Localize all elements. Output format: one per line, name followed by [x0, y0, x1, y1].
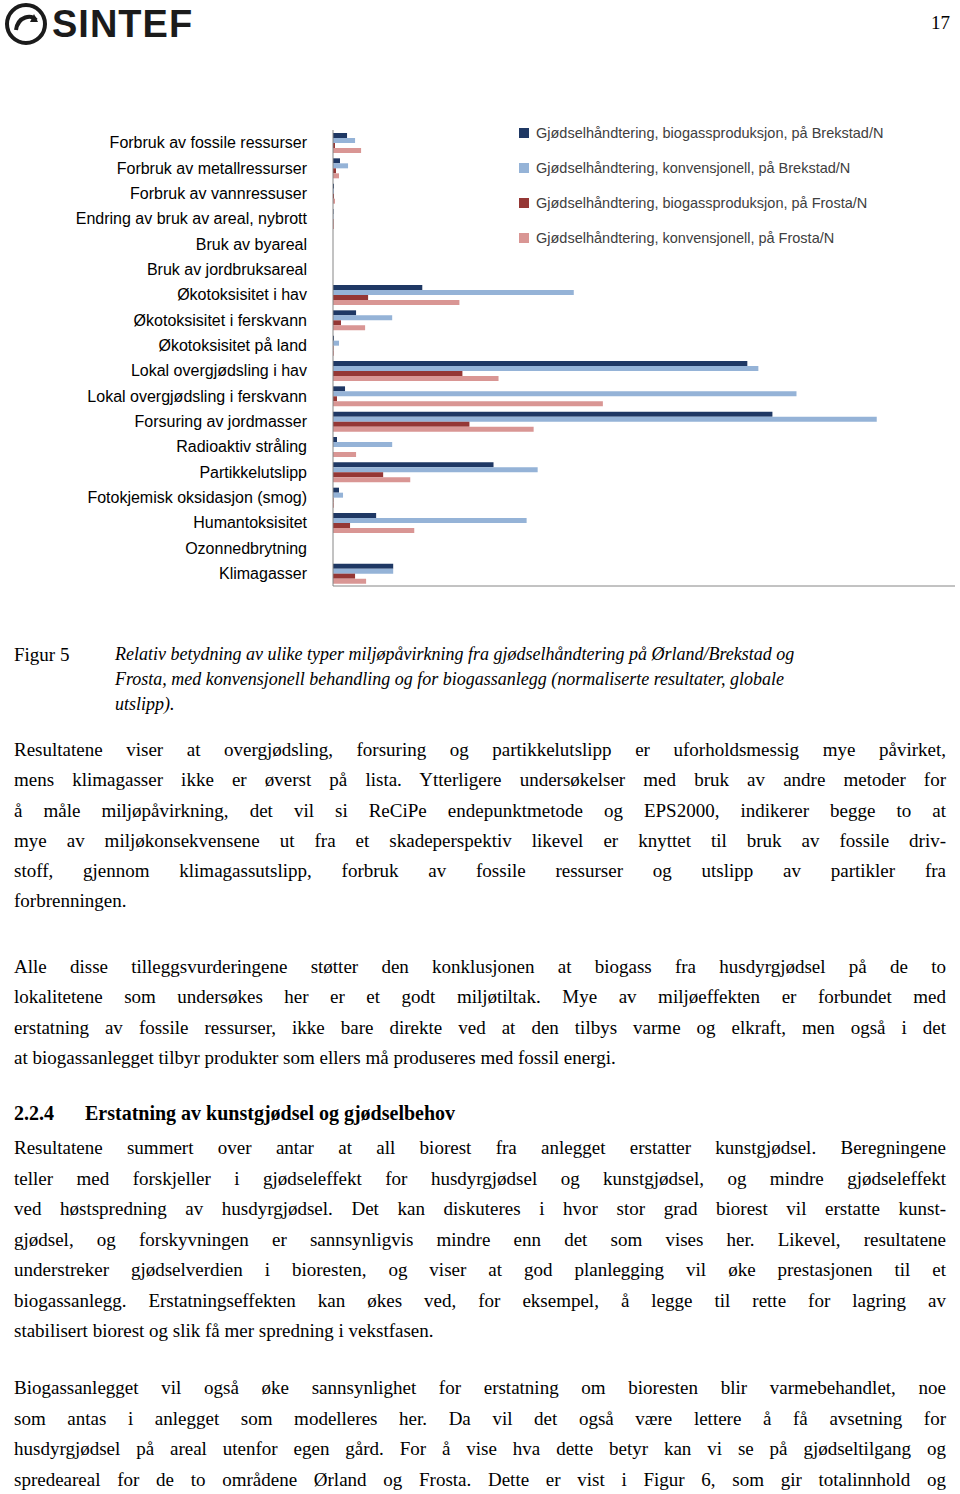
- html-text:teller med forskjeller i gjøds: teller med forskjeller i gjødseleffekt f…: [14, 1167, 946, 1189]
- svg-text:Endring av bruk av areal, nybr: Endring av bruk av areal, nybrott: [76, 210, 308, 227]
- html-text:Figur 5: Figur 5: [14, 644, 70, 665]
- html-text:erstatning av fossile ressurse: erstatning av fossile ressurser, ikke ba…: [14, 1016, 946, 1038]
- html-text:Gjødselhåndtering, konvensjone: Gjødselhåndtering, konvensjonell, på Fro…: [536, 229, 835, 246]
- html-text:utslipp).: utslipp).: [115, 694, 175, 714]
- svg-text:Partikkelutslipp: Partikkelutslipp: [199, 464, 307, 481]
- html-text:gjødsel, og forskyvningen er s: gjødsel, og forskyvningen er sannsynligv…: [14, 1228, 946, 1250]
- html-text:lokalitetene som undersøkes he: lokalitetene som undersøkes her er et go…: [14, 986, 946, 1008]
- html-text:å måle miljøpåvirkning, det vi: å måle miljøpåvirkning, det vil si ReCiP…: [14, 799, 946, 821]
- svg-text:Bruk av jordbruksareal: Bruk av jordbruksareal: [147, 261, 307, 278]
- svg-text:Radioaktiv stråling: Radioaktiv stråling: [176, 438, 307, 455]
- html-text:Gjødselhåndtering, biogassprod: Gjødselhåndtering, biogassproduksjon, på…: [536, 124, 884, 141]
- html-text:Biogassanlegget vil også øke s: Biogassanlegget vil også øke sannsynligh…: [14, 1377, 946, 1398]
- html-text:Erstatning av kunstgjødsel og: Erstatning av kunstgjødsel og gjødselbeh…: [85, 1102, 456, 1124]
- html-text:stabilisert biorest og slik få: stabilisert biorest og slik få mer spred…: [14, 1320, 434, 1341]
- html-text:ved høstspredning av husdyrgjø: ved høstspredning av husdyrgjødsel. Det …: [14, 1198, 946, 1219]
- html-text:2.2.4: 2.2.4: [14, 1102, 54, 1124]
- html-text:at biogassanlegget tilbyr prod: at biogassanlegget tilbyr produkter som …: [14, 1046, 616, 1068]
- svg-text:Forbruk av fossile ressurser: Forbruk av fossile ressurser: [110, 134, 308, 151]
- svg-text:Klimagasser: Klimagasser: [219, 565, 308, 582]
- html-text:mens klimagasser ikke er øvers: mens klimagasser ikke er øverst på lista…: [14, 769, 946, 791]
- svg-text:Forsuring av jordmasser: Forsuring av jordmasser: [135, 413, 308, 430]
- html-text:mye av miljøkonsekvensene ut f: mye av miljøkonsekvensene ut fra et skad…: [14, 829, 946, 851]
- html-text:som antas i anlegget som model: som antas i anlegget som modelleres her.…: [14, 1407, 946, 1429]
- svg-text:Humantoksisitet: Humantoksisitet: [193, 514, 307, 531]
- svg-text:Bruk av byareal: Bruk av byareal: [196, 236, 307, 253]
- html-text:SINTEF: SINTEF: [52, 3, 194, 45]
- html-text:Gjødselhåndtering, biogassprod: Gjødselhåndtering, biogassproduksjon, på…: [536, 194, 868, 211]
- svg-text:Ozonnedbrytning: Ozonnedbrytning: [185, 540, 307, 557]
- svg-text:Fotokjemisk oksidasjon (smog): Fotokjemisk oksidasjon (smog): [87, 489, 307, 506]
- svg-text:Økotoksisitet i ferskvann: Økotoksisitet i ferskvann: [134, 312, 307, 329]
- html-text:spredeareal for de to områdene: spredeareal for de to områdene Ørland og…: [14, 1468, 946, 1490]
- html-text:stoff, gjennom klimagassutslip: stoff, gjennom klimagassutslipp, forbruk…: [14, 860, 946, 882]
- svg-text:Forbruk av vannressuser: Forbruk av vannressuser: [130, 185, 308, 202]
- svg-text:Forbruk av metallressurser: Forbruk av metallressurser: [117, 160, 308, 177]
- svg-text:Lokal overgjødsling i ferskvan: Lokal overgjødsling i ferskvann: [87, 388, 307, 405]
- html-text:Alle disse tilleggsvurderingen: Alle disse tilleggsvurderingene støtter …: [14, 956, 946, 977]
- html-text:husdyrgjødsel på areal utenfor: husdyrgjødsel på areal utenfor egen gård…: [14, 1438, 946, 1459]
- html-text:Gjødselhåndtering, konvensjone: Gjødselhåndtering, konvensjonell, på Bre…: [536, 159, 851, 176]
- svg-text:Økotoksisitet i hav: Økotoksisitet i hav: [177, 286, 307, 303]
- svg-text:Lokal overgjødsling i hav: Lokal overgjødsling i hav: [131, 362, 307, 379]
- html-text:biogassanlegg. Erstatningseffe: biogassanlegg. Erstatningseffekten kan ø…: [14, 1289, 946, 1311]
- html-text:forbrenningen.: forbrenningen.: [14, 890, 127, 912]
- html-text:Frosta, med konvensjonell beha: Frosta, med konvensjonell behandling og …: [115, 669, 785, 689]
- html-text:Resultatene viser at overgjøds: Resultatene viser at overgjødsling, fors…: [14, 739, 946, 760]
- html-text:17: 17: [931, 12, 950, 33]
- html-text:Resultatene summert over antar: Resultatene summert over antar at all bi…: [14, 1137, 946, 1158]
- svg-text:Økotoksisitet på land: Økotoksisitet på land: [158, 337, 307, 354]
- html-text:understreker gjødselverdien i: understreker gjødselverdien i bioresten,…: [14, 1259, 946, 1280]
- html-text:Relativ betydning av ulike typ: Relativ betydning av ulike typer miljøpå…: [115, 644, 795, 664]
